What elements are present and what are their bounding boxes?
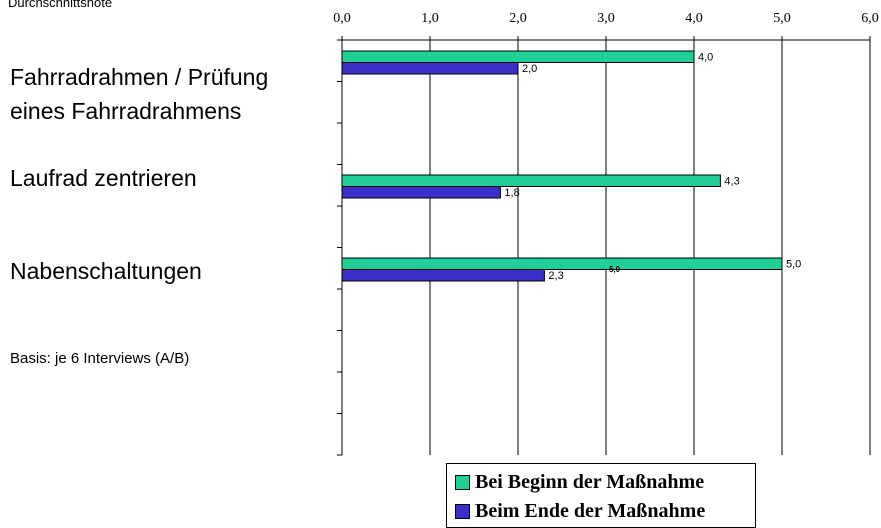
annotation-label: 5,0: [609, 265, 621, 274]
bar: [341, 174, 721, 187]
legend-swatch: [455, 474, 470, 490]
legend-label: Beim Ende der Maßnahme: [475, 499, 706, 522]
bar: [341, 269, 545, 282]
bar: [341, 62, 519, 75]
x-tick-label: 2,0: [509, 11, 527, 26]
category-label-line: Laufrad zentrieren: [10, 165, 197, 191]
x-tick-label: 3,0: [597, 11, 615, 26]
legend-label: Bei Beginn der Maßnahme: [475, 470, 705, 493]
legend-item-beginn: Bei Beginn der Maßnahme: [455, 468, 704, 496]
bar-value-label: 2,0: [522, 63, 537, 75]
category-label-line: Fahrradrahmen / Prüfung: [10, 64, 269, 90]
category-label-fahrradrahmen: Fahrradrahmen / Prüfung eines Fahrradrah…: [10, 64, 268, 125]
bar-chart: 0,0 1,0 2,0 3,0 4,0 5,0 6,0 4,0 2,0 4,3 1,8 5,0 2,3 5…: [333, 11, 879, 456]
bar-value-label: 2,3: [548, 270, 563, 282]
x-tick-label: 4,0: [685, 11, 703, 26]
axis-unit-label: Durchschnittsnote: [8, 0, 113, 10]
bar-value-label: 1,8: [504, 187, 519, 199]
x-tick-label: 5,0: [773, 11, 791, 26]
bar-value-label: 5,0: [786, 259, 801, 271]
legend-item-ende: Beim Ende der Maßnahme: [455, 497, 705, 525]
category-label-naben: Nabenschaltungen: [10, 258, 202, 286]
bar: [341, 50, 695, 63]
bar: [341, 257, 783, 270]
x-tick-label: 6,0: [861, 11, 879, 26]
category-label-line: eines Fahrradrahmens: [10, 97, 242, 124]
bar-value-label: 4,0: [698, 52, 713, 64]
legend: Bei Beginn der Maßnahme Beim Ende der Ma…: [446, 463, 756, 528]
x-tick-label: 1,0: [421, 11, 439, 26]
x-tick-label: 0,0: [333, 11, 351, 26]
basis-note: Basis: je 6 Interviews (A/B): [10, 350, 190, 367]
legend-swatch: [455, 503, 470, 519]
category-label-line: Nabenschaltungen: [10, 258, 202, 284]
bar-value-label: 4,3: [724, 176, 739, 188]
category-label-laufrad: Laufrad zentrieren: [10, 165, 197, 193]
bar: [341, 186, 501, 199]
